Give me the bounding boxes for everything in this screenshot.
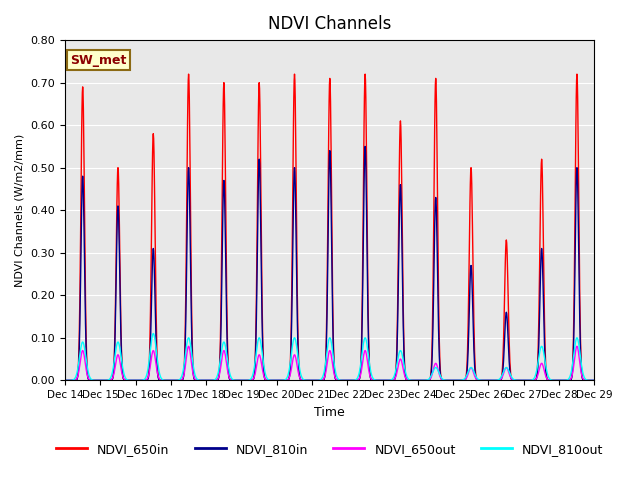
NDVI_650out [102, 377, 110, 383]
NDVI_650in [61, 377, 69, 383]
NDVI_810out [124, 377, 131, 383]
X-axis label: Time: Time [314, 406, 345, 419]
Legend: NDVI_650in, NDVI_810in, NDVI_650out, NDVI_810out: NDVI_650in, NDVI_810in, NDVI_650out, NDV… [51, 438, 609, 461]
NDVI_650out [363, 352, 371, 358]
NDVI_650out [124, 377, 131, 383]
NDVI_810in [306, 377, 314, 383]
NDVI_810in [362, 144, 369, 149]
NDVI_810out [591, 377, 598, 383]
NDVI_650in [363, 155, 371, 161]
NDVI_650out [485, 377, 493, 383]
NDVI_650out [307, 377, 314, 383]
NDVI_650out [591, 377, 598, 383]
Line: NDVI_650out: NDVI_650out [65, 346, 595, 380]
Line: NDVI_810out: NDVI_810out [65, 334, 595, 380]
NDVI_650in [124, 377, 131, 383]
NDVI_650in [591, 377, 598, 383]
NDVI_810in [363, 207, 371, 213]
NDVI_810in [285, 373, 293, 379]
NDVI_810in [591, 377, 598, 383]
NDVI_810out [363, 339, 371, 345]
NDVI_650in [297, 377, 305, 383]
NDVI_810in [124, 377, 131, 383]
NDVI_650out [286, 373, 294, 379]
NDVI_810out [102, 377, 110, 383]
NDVI_810in [297, 377, 305, 383]
NDVI_650out [185, 343, 193, 349]
Title: NDVI Channels: NDVI Channels [268, 15, 391, 33]
Text: SW_met: SW_met [70, 54, 127, 67]
NDVI_650in [286, 367, 294, 373]
NDVI_650out [61, 377, 69, 383]
NDVI_650out [297, 376, 305, 382]
NDVI_810out [449, 377, 457, 383]
NDVI_810out [286, 362, 294, 368]
NDVI_810out [61, 377, 69, 383]
NDVI_810out [307, 377, 314, 383]
NDVI_650in [185, 71, 193, 77]
NDVI_650in [485, 377, 493, 383]
NDVI_650in [307, 377, 314, 383]
NDVI_810in [485, 377, 493, 383]
NDVI_810out [150, 331, 157, 336]
Line: NDVI_650in: NDVI_650in [65, 74, 595, 380]
Line: NDVI_810in: NDVI_810in [65, 146, 595, 380]
NDVI_810out [297, 372, 305, 377]
NDVI_650in [102, 377, 110, 383]
Y-axis label: NDVI Channels (W/m2/mm): NDVI Channels (W/m2/mm) [15, 133, 25, 287]
NDVI_810in [102, 377, 110, 383]
NDVI_810in [61, 377, 69, 383]
